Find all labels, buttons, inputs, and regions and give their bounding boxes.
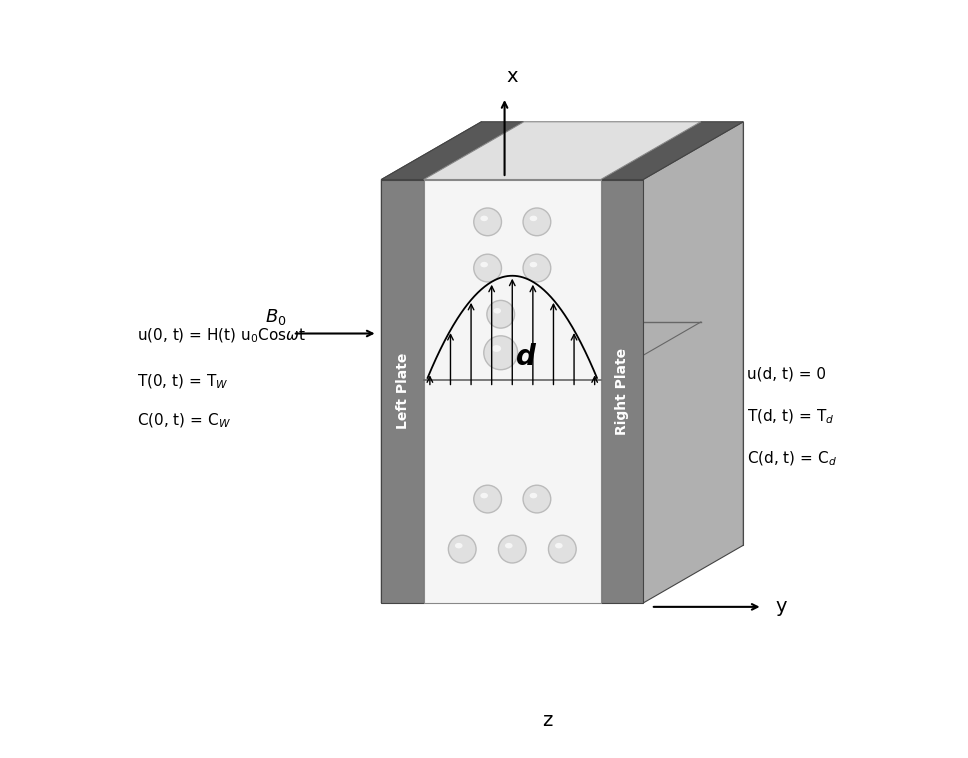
Polygon shape [601,180,643,603]
Circle shape [473,254,501,282]
Ellipse shape [494,308,501,314]
Ellipse shape [555,543,562,549]
Text: C(0, t) = C$_W$: C(0, t) = C$_W$ [137,412,231,430]
Ellipse shape [505,543,513,549]
Circle shape [473,485,501,513]
Text: y: y [775,597,787,616]
Circle shape [473,208,501,236]
Text: Left Plate: Left Plate [396,353,409,430]
Text: u(0, t) = H(t) u$_0$Cos$\omega$t: u(0, t) = H(t) u$_0$Cos$\omega$t [137,327,306,345]
Polygon shape [524,122,701,545]
Circle shape [549,535,576,563]
Text: u(d, t) = 0: u(d, t) = 0 [747,367,826,382]
Circle shape [499,535,527,563]
Ellipse shape [480,262,488,268]
Text: d: d [516,343,536,371]
Circle shape [448,535,476,563]
Text: T(0, t) = T$_W$: T(0, t) = T$_W$ [137,373,228,391]
Polygon shape [643,122,743,603]
Circle shape [484,336,518,370]
Text: $B_0$: $B_0$ [265,307,287,327]
Text: C(d, t) = C$_d$: C(d, t) = C$_d$ [747,449,837,468]
Polygon shape [601,122,743,180]
Text: T(d, t) = T$_d$: T(d, t) = T$_d$ [747,408,834,426]
Polygon shape [424,122,701,180]
Ellipse shape [480,215,488,221]
Ellipse shape [529,493,537,498]
Polygon shape [381,180,424,603]
Circle shape [523,254,551,282]
Text: z: z [542,711,552,730]
Text: Right Plate: Right Plate [615,348,629,435]
Ellipse shape [529,262,537,268]
Circle shape [523,208,551,236]
Ellipse shape [455,543,463,549]
Circle shape [487,300,515,328]
Polygon shape [424,180,601,603]
Polygon shape [381,122,524,180]
Ellipse shape [529,215,537,221]
Ellipse shape [492,345,501,352]
Ellipse shape [480,493,488,498]
Polygon shape [381,122,481,603]
Polygon shape [701,122,743,545]
Polygon shape [481,122,524,545]
Circle shape [523,485,551,513]
Text: x: x [506,67,518,86]
